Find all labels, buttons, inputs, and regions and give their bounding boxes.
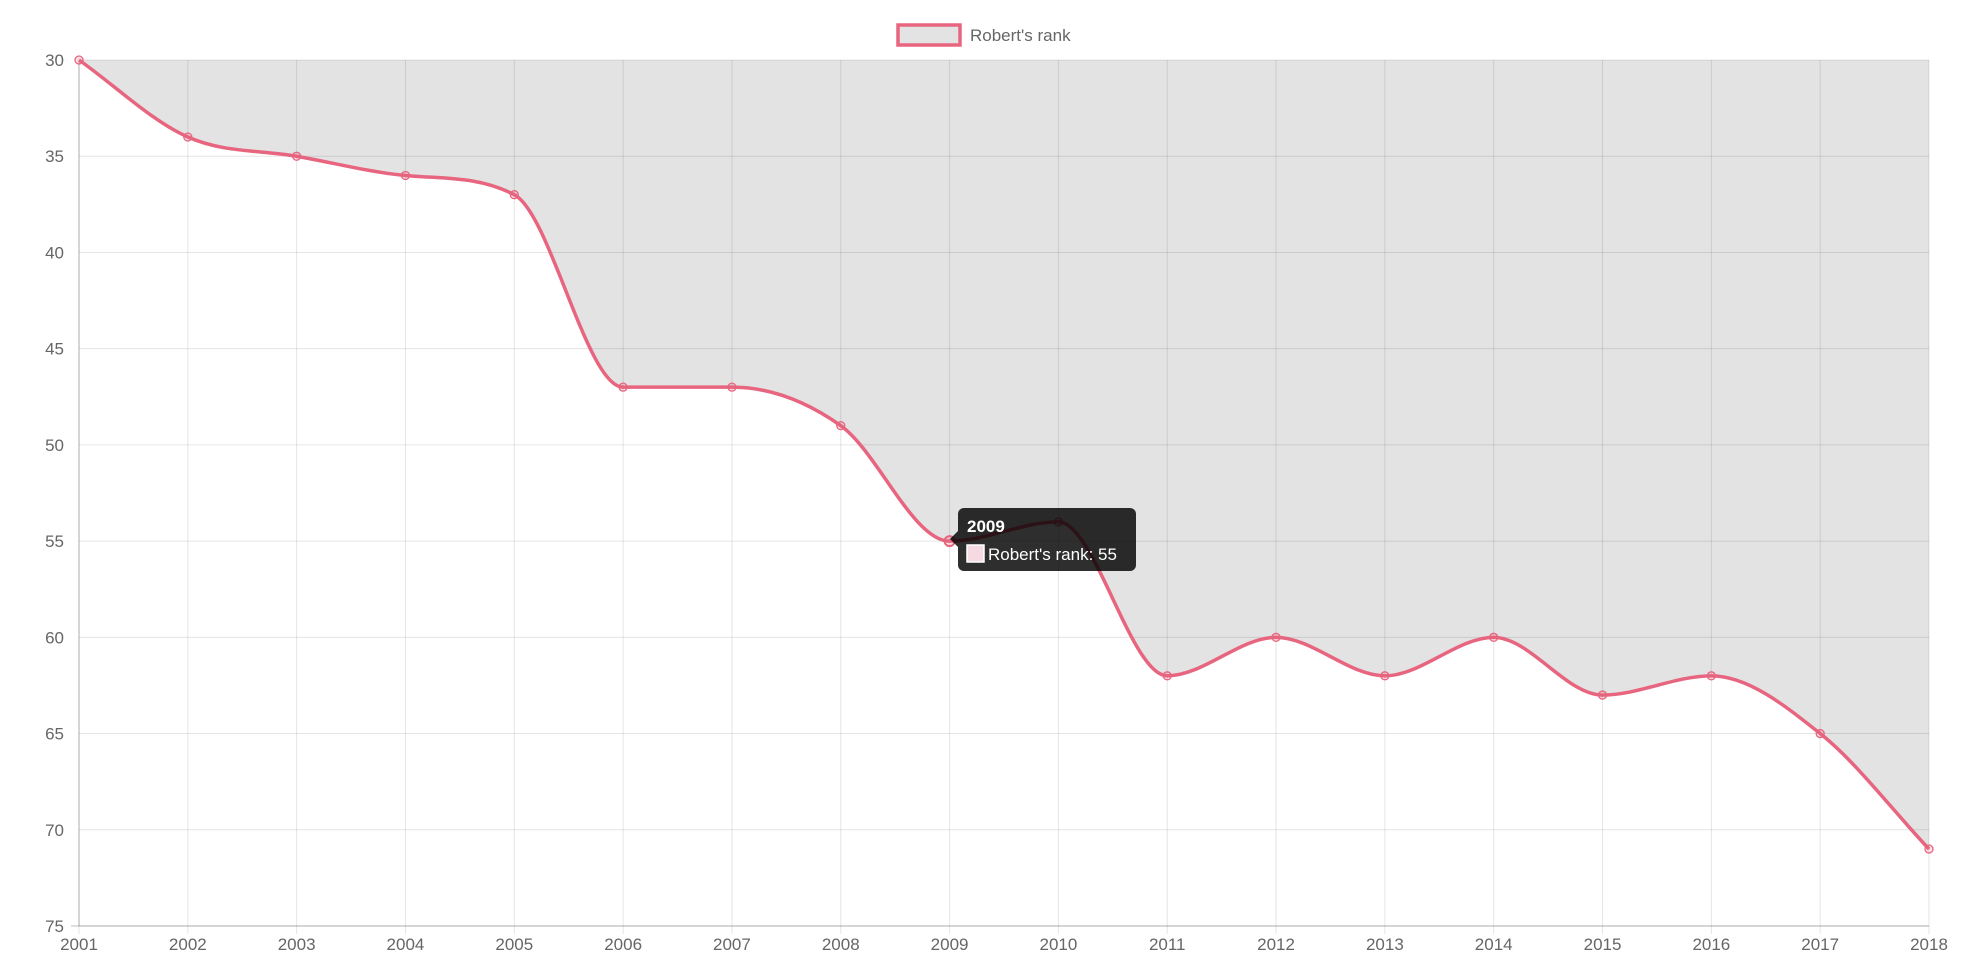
data-point-2007[interactable] <box>727 382 737 392</box>
x-tick-label: 2017 <box>1801 935 1839 954</box>
tooltip-box <box>958 508 1136 571</box>
data-point-2003[interactable] <box>291 151 302 161</box>
tooltip-caret <box>950 531 958 547</box>
x-tick-label: 2008 <box>822 935 860 954</box>
grid-layer <box>71 59 1930 934</box>
area-fill <box>79 60 1929 850</box>
x-tick-label: 2016 <box>1692 935 1730 954</box>
legend-label[interactable]: Robert's rank <box>970 26 1071 45</box>
x-tick-label: 2007 <box>713 935 751 954</box>
y-tick-label: 60 <box>45 628 64 647</box>
data-point-2005[interactable] <box>509 190 519 200</box>
data-point-2001[interactable] <box>74 55 84 65</box>
x-tick-label: 2010 <box>1039 935 1077 954</box>
y-tick-label: 65 <box>45 725 64 744</box>
data-point-2008[interactable] <box>836 420 846 431</box>
x-tick-label: 2001 <box>60 935 98 954</box>
x-tick-label: 2002 <box>169 935 207 954</box>
data-point-2016[interactable] <box>1706 671 1717 681</box>
data-point-2013[interactable] <box>1380 671 1390 681</box>
x-tick-label: 2005 <box>495 935 533 954</box>
x-tick-label: 2011 <box>1149 935 1186 954</box>
data-point-2017[interactable] <box>1815 728 1825 739</box>
data-point-2015[interactable] <box>1597 690 1608 700</box>
y-tick-label: 75 <box>45 917 64 936</box>
tooltip-color-box <box>966 544 985 563</box>
data-point-2006[interactable] <box>618 382 628 392</box>
x-tick-label: 2018 <box>1910 935 1948 954</box>
x-tick-label: 2013 <box>1366 935 1404 954</box>
y-tick-label: 45 <box>45 340 64 359</box>
y-tick-label: 70 <box>45 821 64 840</box>
data-point-2004[interactable] <box>400 170 411 181</box>
tooltip-title: 2009 <box>967 517 1005 536</box>
data-point-2012[interactable] <box>1271 632 1281 642</box>
legend-swatch[interactable] <box>896 23 962 47</box>
area-fill-layer <box>79 60 1929 850</box>
legend[interactable]: Robert's rank <box>896 23 1071 47</box>
y-tick-label: 35 <box>45 147 64 166</box>
x-tick-label: 2009 <box>931 935 969 954</box>
y-tick-label: 40 <box>45 243 64 262</box>
x-tick-label: 2004 <box>387 935 425 954</box>
tooltip: 2009 Robert's rank: 55 <box>950 508 1136 571</box>
x-tick-label: 2012 <box>1257 935 1295 954</box>
data-point-2002[interactable] <box>183 132 193 142</box>
y-tick-label: 30 <box>45 51 64 70</box>
y-tick-label: 50 <box>45 436 64 455</box>
x-tick-label: 2015 <box>1584 935 1622 954</box>
x-tick-label: 2014 <box>1475 935 1513 954</box>
x-tick-label: 2006 <box>604 935 642 954</box>
data-point-2014[interactable] <box>1489 632 1499 642</box>
tooltip-label: Robert's rank: 55 <box>988 545 1117 564</box>
data-point-2011[interactable] <box>1162 671 1172 681</box>
x-tick-label: 2003 <box>278 935 316 954</box>
data-point-2018[interactable] <box>1924 844 1934 854</box>
y-tick-label: 55 <box>45 532 64 551</box>
